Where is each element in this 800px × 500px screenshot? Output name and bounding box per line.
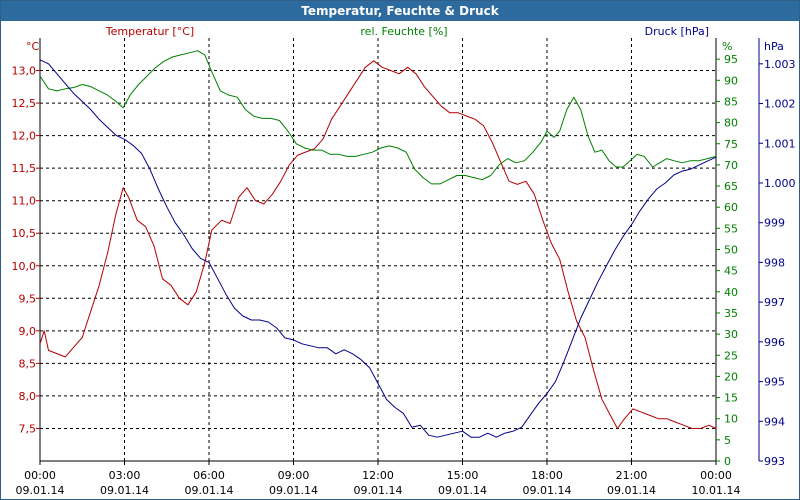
- hum-tick-label: 15: [724, 392, 738, 405]
- press-tick-label: 995: [764, 376, 785, 389]
- hum-tick-label: 90: [724, 74, 738, 87]
- series-lines: [39, 50, 717, 438]
- x-tick-date: 09.01.14: [354, 484, 403, 497]
- press-tick-label: 999: [764, 217, 785, 230]
- press-tick-label: 1.000: [764, 177, 796, 190]
- x-tick-time: 12:00: [362, 469, 394, 482]
- temp-tick-label: 10,0: [12, 260, 37, 273]
- press-unit-label: hPa: [764, 40, 784, 53]
- hum-tick-label: 5: [724, 434, 731, 447]
- x-tick-time: 06:00: [193, 469, 225, 482]
- hum-tick-label: 35: [724, 307, 738, 320]
- hum-tick-label: 10: [724, 413, 738, 426]
- pressure-line: [39, 59, 717, 438]
- hum-tick-label: 80: [724, 117, 738, 130]
- hum-tick-label: 75: [724, 138, 738, 151]
- press-tick-label: 998: [764, 256, 785, 269]
- hum-unit-label: %: [722, 40, 732, 53]
- press-tick-label: 997: [764, 296, 785, 309]
- temp-unit-label: °C: [26, 40, 40, 53]
- temp-tick-label: 12,5: [12, 97, 37, 110]
- x-tick-date: 09.01.14: [185, 484, 234, 497]
- hum-tick-label: 30: [724, 328, 738, 341]
- x-tick-time: 09:00: [278, 469, 310, 482]
- hum-tick-label: 85: [724, 95, 738, 108]
- hum-axis-title: rel. Feuchte [%]: [360, 25, 447, 38]
- x-tick-time: 00:00: [24, 469, 56, 482]
- temp-tick-label: 11,0: [12, 195, 37, 208]
- hum-tick-label: 45: [724, 265, 738, 278]
- axes: [36, 38, 763, 465]
- press-tick-label: 1.003: [764, 58, 796, 71]
- hum-tick-label: 25: [724, 349, 738, 362]
- x-tick-date: 09.01.14: [100, 484, 149, 497]
- humidity-line: [39, 50, 717, 185]
- press-axis-title: Druck [hPa]: [645, 25, 709, 38]
- temperature-line: [39, 60, 717, 429]
- hum-tick-label: 65: [724, 180, 738, 193]
- hum-tick-label: 40: [724, 286, 738, 299]
- press-tick-label: 996: [764, 336, 785, 349]
- chart-title: Temperatur, Feuchte & Druck: [301, 4, 499, 18]
- temp-tick-label: 11,5: [12, 162, 37, 175]
- press-tick-label: 1.002: [764, 98, 796, 111]
- press-tick-label: 993: [764, 455, 785, 468]
- press-tick-label: 1.001: [764, 137, 796, 150]
- temp-tick-label: 8,0: [19, 390, 37, 403]
- temp-tick-label: 10,5: [12, 227, 37, 240]
- hum-tick-label: 70: [724, 159, 738, 172]
- x-tick-date: 09.01.14: [523, 484, 572, 497]
- title-bar: Temperatur, Feuchte & Druck: [1, 1, 799, 21]
- hum-tick-label: 20: [724, 370, 738, 383]
- grid-lines: [40, 38, 716, 461]
- x-tick-time: 21:00: [616, 469, 648, 482]
- x-tick-date: 09.01.14: [438, 484, 487, 497]
- hum-tick-label: 95: [724, 53, 738, 66]
- temp-tick-label: 13,0: [12, 65, 37, 78]
- press-tick-label: 994: [764, 415, 785, 428]
- x-tick-time: 18:00: [531, 469, 563, 482]
- hum-tick-label: 60: [724, 201, 738, 214]
- temp-axis-title: Temperatur [°C]: [105, 25, 194, 38]
- x-tick-date: 09.01.14: [16, 484, 65, 497]
- hum-tick-label: 0: [724, 455, 731, 468]
- x-tick-date: 10.01.14: [692, 484, 741, 497]
- hum-tick-label: 50: [724, 244, 738, 257]
- temp-tick-label: 9,0: [19, 325, 37, 338]
- hum-tick-label: 55: [724, 222, 738, 235]
- x-tick-date: 09.01.14: [269, 484, 318, 497]
- axis-labels: 00:00 09.01.14 03:00 09.01.14 06:00 09.01.14 0…: [12, 25, 796, 497]
- x-tick-time: 03:00: [109, 469, 141, 482]
- temp-tick-label: 9,5: [19, 292, 37, 305]
- x-tick-date: 09.01.14: [607, 484, 656, 497]
- temp-tick-label: 8,5: [19, 357, 37, 370]
- temp-tick-label: 12,0: [12, 130, 37, 143]
- x-tick-time: 00:00: [700, 469, 732, 482]
- x-tick-time: 15:00: [447, 469, 479, 482]
- temp-tick-label: 7,5: [19, 422, 37, 435]
